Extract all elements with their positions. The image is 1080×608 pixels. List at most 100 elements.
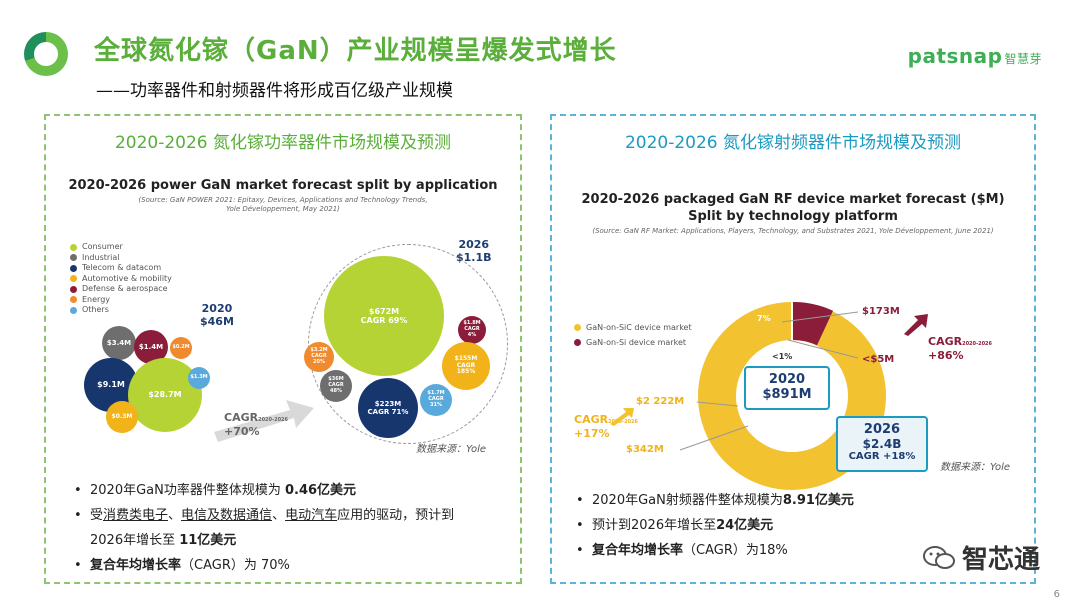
year-text: 2020 bbox=[768, 372, 806, 387]
bullet-underlined: 消费类电子 bbox=[103, 508, 169, 523]
legend-item: Telecom & datacom bbox=[70, 263, 172, 274]
legend-item: Industrial bbox=[70, 253, 172, 264]
cagr-text: CAGR bbox=[574, 413, 609, 426]
year-text: 2026 bbox=[458, 238, 490, 251]
bullet-text: 复合年均增长率 bbox=[90, 558, 182, 573]
bubble-2026-energy: $3.2M CAGR 20% bbox=[304, 342, 334, 372]
sic-cagr-label: CAGR2020-2026 +17% bbox=[574, 414, 638, 440]
power-legend: Consumer Industrial Telecom & datacom Au… bbox=[70, 242, 172, 316]
bullet-text: 、 bbox=[168, 508, 182, 523]
page-subtitle: ——功率器件和射频器件将形成百亿级产业规模 bbox=[96, 81, 453, 101]
si-cagr-label: CAGR2020-2026 +86% bbox=[928, 336, 992, 362]
cagr-value: +86% bbox=[928, 349, 964, 362]
bubble-2026-consumer: $672M CAGR 69% bbox=[324, 256, 444, 376]
bubble-2026-defense: $1.8M CAGR 4% bbox=[458, 316, 486, 344]
legend-item: Others bbox=[70, 305, 172, 316]
si-growth-arrow-icon bbox=[904, 314, 928, 336]
wechat-account-name: 智芯通 bbox=[961, 545, 1040, 575]
si-2020-value: <$5M bbox=[862, 354, 895, 365]
rf-legend: GaN-on-SiC device market GaN-on-Si devic… bbox=[574, 320, 692, 350]
bubble-cagr: CAGR bbox=[328, 382, 344, 389]
bubble-value: $3.2M bbox=[310, 347, 328, 354]
si-2026-value: $173M bbox=[862, 306, 900, 317]
rf-figure-title: 2020-2026 packaged GaN RF device market … bbox=[581, 192, 1005, 207]
legend-swatch bbox=[70, 254, 77, 262]
bubble-2020-industrial: $3.4M bbox=[102, 326, 136, 360]
legend-label: Telecom & datacom bbox=[82, 263, 162, 272]
bullet-text: （CAGR）为 70% bbox=[181, 558, 290, 573]
bubble-pct: 48% bbox=[330, 387, 342, 394]
bubble-2020-energy: $0.2M bbox=[170, 337, 192, 359]
legend-item: Consumer bbox=[70, 242, 172, 253]
legend-item: Automotive & mobility bbox=[70, 274, 172, 285]
rf-panel-heading: 2020-2026 氮化镓射频器件市场规模及预测 bbox=[624, 133, 962, 153]
bubble-cagr: CAGR 71% bbox=[367, 408, 409, 416]
cagr-range: 2020-2026 bbox=[608, 419, 639, 425]
legend-swatch bbox=[574, 339, 581, 346]
legend-label: Automotive & mobility bbox=[82, 273, 172, 283]
rf-2020-box: 2020 $891M bbox=[744, 366, 830, 410]
power-figure-title: 2020-2026 power GaN market forecast spli… bbox=[68, 178, 498, 193]
wechat-watermark: 智芯通 bbox=[922, 539, 1040, 576]
power-gan-panel: 2020-2026 氮化镓功率器件市场规模及预测 2020-2026 power… bbox=[44, 114, 522, 584]
sic-2020-value: $342M bbox=[626, 444, 664, 455]
page-number: 6 bbox=[1053, 589, 1060, 600]
rf-gan-panel: 2020-2026 氮化镓射频器件市场规模及预测 2020-2026 packa… bbox=[550, 114, 1036, 584]
power-bullets: 2020年GaN功率器件整体规模为 0.46亿美元 受消费类电子、电信及数据通信… bbox=[72, 478, 454, 578]
brand-name-cn: 智慧芽 bbox=[1004, 52, 1042, 66]
cagr-text: CAGR bbox=[224, 411, 259, 424]
bubble-cagr: CAGR 69% bbox=[360, 316, 408, 325]
total-text: $2.4B bbox=[862, 437, 902, 451]
rf-bullets: 2020年GaN射频器件整体规模为8.91亿美元 预计到2026年增长至24亿美… bbox=[574, 488, 854, 563]
bubble-2026-industrial: $36M CAGR 48% bbox=[320, 370, 352, 402]
rf-data-source: 数据来源：Yole bbox=[940, 462, 1011, 473]
legend-item: Energy bbox=[70, 295, 172, 306]
legend-swatch bbox=[574, 324, 581, 331]
cagr-value: +70% bbox=[224, 425, 260, 438]
power-figure-source: (Source: GaN POWER 2021: Epitaxy, Device… bbox=[138, 196, 428, 204]
wechat-icon bbox=[922, 545, 955, 569]
bullet-underlined: 电动汽车 bbox=[285, 508, 338, 523]
brand-name: patsnap bbox=[907, 44, 1003, 68]
bullet-item: 2020年GaN功率器件整体规模为 0.46亿美元 bbox=[72, 478, 454, 503]
legend-label: Others bbox=[82, 305, 109, 314]
bubble-value: $672M bbox=[368, 306, 400, 316]
total-text: $891M bbox=[762, 387, 812, 402]
rf-figure-subtitle: Split by technology platform bbox=[688, 209, 898, 224]
bullet-text: 2026年增长至 bbox=[90, 533, 180, 548]
growth-arrow-icon bbox=[214, 400, 314, 442]
bullet-item: 2020年GaN射频器件整体规模为8.91亿美元 bbox=[574, 488, 854, 513]
legend-swatch bbox=[70, 296, 77, 304]
bubble-value: $1.8M bbox=[463, 320, 481, 327]
total-text: $46M bbox=[200, 315, 234, 328]
power-figure-source-2: Yole Développement, May 2021) bbox=[226, 205, 340, 213]
bubble-2026-others: $1.7M CAGR 31% bbox=[420, 384, 452, 416]
bullet-text: 受 bbox=[90, 508, 104, 523]
legend-label: Defense & aerospace bbox=[82, 284, 168, 293]
bubble-pct: 31% bbox=[430, 401, 442, 408]
bullet-value: 0.46亿美元 bbox=[284, 483, 357, 498]
legend-swatch bbox=[70, 264, 77, 272]
brand-logo: patsnap 智慧芽 bbox=[908, 44, 1042, 68]
legend-item: GaN-on-Si device market bbox=[574, 335, 692, 350]
cagr-text: CAGR bbox=[928, 335, 963, 348]
bullet-text: 2020年GaN功率器件整体规模为 bbox=[90, 483, 285, 498]
bubble-cagr: CAGR bbox=[456, 361, 476, 369]
bubble-cagr: CAGR bbox=[428, 396, 444, 403]
power-2026-outline bbox=[308, 244, 508, 444]
legend-item: GaN-on-SiC device market bbox=[574, 320, 692, 335]
legend-label: Consumer bbox=[82, 242, 123, 251]
legend-item: Defense & aerospace bbox=[70, 284, 172, 295]
bubble-value: $223M bbox=[374, 399, 402, 408]
bubble-2026-telecom: $223M CAGR 71% bbox=[358, 378, 418, 438]
bubble-2020-defense: $1.4M bbox=[134, 330, 168, 364]
legend-swatch bbox=[70, 285, 77, 293]
bullet-text: （CAGR）为18% bbox=[683, 543, 788, 558]
cagr-text: CAGR +18% bbox=[848, 451, 916, 462]
bubble-2020-automotive: $0.3M bbox=[106, 401, 138, 433]
bubble-pct: 20% bbox=[313, 358, 325, 365]
cagr-range: 2020-2026 bbox=[962, 341, 993, 347]
legend-label: GaN-on-SiC device market bbox=[586, 323, 692, 332]
donut-si-pct: 7% bbox=[757, 314, 771, 323]
legend-label: Energy bbox=[82, 294, 111, 304]
